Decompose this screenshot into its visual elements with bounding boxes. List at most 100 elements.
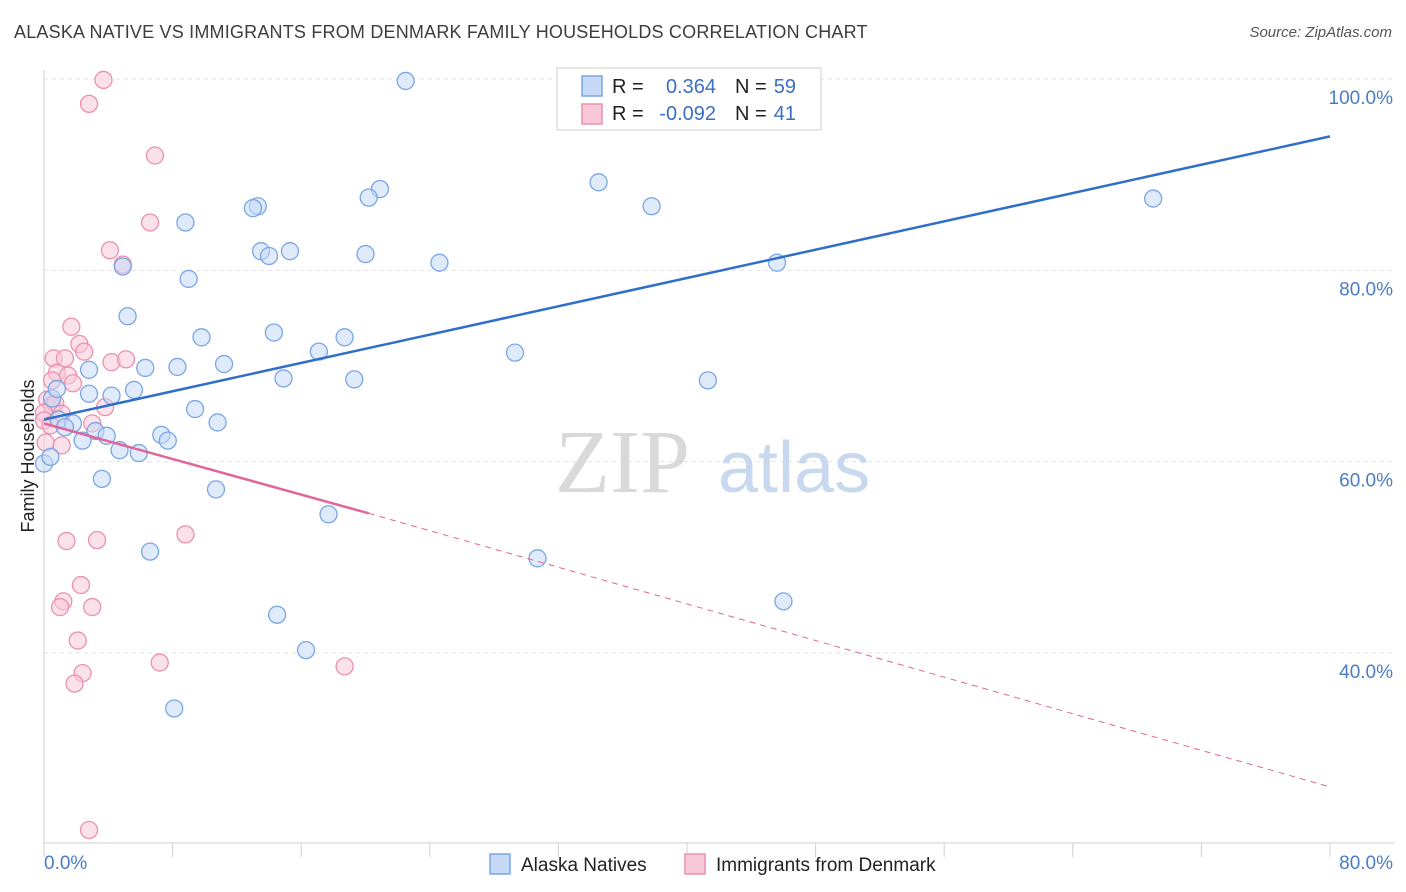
alaska-point: [176, 213, 195, 232]
alaska-point: [589, 173, 608, 192]
alaska-point: [118, 307, 137, 326]
alaska-point: [208, 413, 227, 432]
legend-n-label-1: N =: [735, 76, 767, 98]
denmark-point: [71, 575, 91, 595]
denmark-point: [55, 349, 75, 368]
alaska-point: [528, 549, 547, 568]
alaska-point: [79, 360, 99, 379]
y-tick-labels: 40.0% 60.0% 80.0% 100.0%: [1329, 88, 1394, 683]
denmark-point: [50, 597, 70, 617]
chart-title: ALASKA NATIVE VS IMMIGRANTS FROM DENMARK…: [14, 22, 868, 42]
legend-swatch-denmark: [581, 103, 603, 125]
denmark-point: [94, 70, 113, 90]
denmark-point: [116, 350, 136, 369]
denmark-point: [150, 653, 169, 672]
alaska-point: [102, 386, 121, 405]
alaska-point: [505, 343, 525, 362]
alaska-point: [356, 244, 375, 264]
alaska-point: [185, 399, 205, 419]
alaska-point: [359, 188, 378, 207]
denmark-point: [57, 531, 76, 551]
denmark-point: [335, 657, 354, 676]
trend-lines: [43, 135, 1331, 788]
alaska-point: [124, 380, 144, 400]
alaska-point: [165, 699, 184, 718]
y-tick-label-100: 100.0%: [1329, 88, 1394, 109]
denmark-point: [87, 530, 107, 550]
legend-r-label-2: R =: [612, 103, 644, 125]
alaska-point: [1144, 189, 1163, 208]
legend-r-label-1: R =: [612, 76, 644, 98]
alaska-point: [113, 257, 132, 276]
alaska-point: [345, 370, 364, 389]
denmark-point: [79, 820, 99, 840]
alaska-point: [158, 431, 177, 450]
denmark-point: [140, 213, 160, 232]
bottom-legend-swatch-alaska: [489, 853, 511, 875]
x-tick-max: 80.0%: [1339, 853, 1393, 874]
y-tick-label-60: 60.0%: [1339, 471, 1393, 492]
bottom-legend-swatch-denmark: [684, 853, 706, 875]
alaska-point: [264, 323, 284, 342]
denmark-point: [83, 597, 102, 617]
denmark-point: [176, 525, 195, 544]
alaska-point: [280, 242, 300, 261]
alaska-point: [396, 71, 415, 91]
watermark-atlas: atlas: [718, 428, 870, 508]
denmark-point: [63, 374, 83, 393]
denmark-point: [52, 436, 71, 455]
denmark-point: [79, 94, 99, 114]
alaska-point: [92, 469, 112, 489]
denmark-point: [145, 146, 165, 165]
bottom-legend-label-alaska: Alaska Natives: [521, 855, 647, 876]
legend-n-value-2: 41: [774, 103, 796, 125]
alaska-point: [192, 328, 211, 347]
alaska-point: [243, 198, 263, 218]
series-immigrants-denmark-points: [34, 70, 354, 840]
bottom-legend: Alaska Natives Immigrants from Denmark: [489, 853, 936, 876]
alaska-trend-line: [43, 135, 1331, 421]
legend-box: R = 0.364 N = 59 R = -0.092 N = 41: [556, 67, 822, 131]
alaska-point: [136, 358, 155, 378]
y-tick-label-80: 80.0%: [1339, 279, 1393, 300]
watermark-zip: ZIP: [555, 413, 690, 512]
bottom-legend-label-denmark: Immigrants from Denmark: [716, 855, 936, 876]
legend-swatch-alaska: [581, 75, 603, 97]
alaska-point: [140, 542, 160, 561]
alaska-point: [335, 328, 354, 347]
alaska-point: [642, 197, 661, 216]
legend-r-value-1: 0.364: [666, 76, 716, 98]
denmark-point: [62, 317, 81, 336]
legend-n-value-1: 59: [774, 76, 796, 98]
alaska-point: [296, 640, 316, 660]
series-alaska-natives-points: [34, 71, 1163, 718]
chart-source: Source: ZipAtlas.com: [1249, 24, 1392, 41]
alaska-point: [259, 246, 279, 266]
alaska-point: [274, 369, 293, 388]
alaska-point: [206, 480, 226, 499]
alaska-point: [774, 592, 793, 611]
alaska-point: [214, 354, 234, 374]
alaska-point: [319, 505, 338, 524]
alaska-point: [168, 357, 187, 377]
alaska-point: [179, 269, 198, 289]
denmark-trend-line: [43, 422, 370, 515]
watermark: ZIP atlas: [555, 413, 870, 512]
alaska-point: [41, 447, 60, 467]
alaska-point: [267, 605, 287, 624]
denmark-point: [75, 342, 94, 361]
denmark-trend-line-extrapolated: [368, 512, 1331, 788]
alaska-point: [79, 384, 99, 403]
denmark-point: [68, 631, 87, 650]
denmark-point: [100, 241, 120, 260]
x-tick-min: 0.0%: [44, 853, 87, 874]
denmark-point: [65, 674, 84, 693]
alaska-point: [430, 253, 449, 272]
alaska-point: [698, 371, 718, 390]
y-tick-label-40: 40.0%: [1339, 662, 1393, 683]
alaska-point: [47, 379, 67, 399]
legend-r-value-2: -0.092: [659, 103, 716, 125]
legend-n-label-2: N =: [735, 103, 767, 125]
grid-lines: [44, 78, 1395, 654]
